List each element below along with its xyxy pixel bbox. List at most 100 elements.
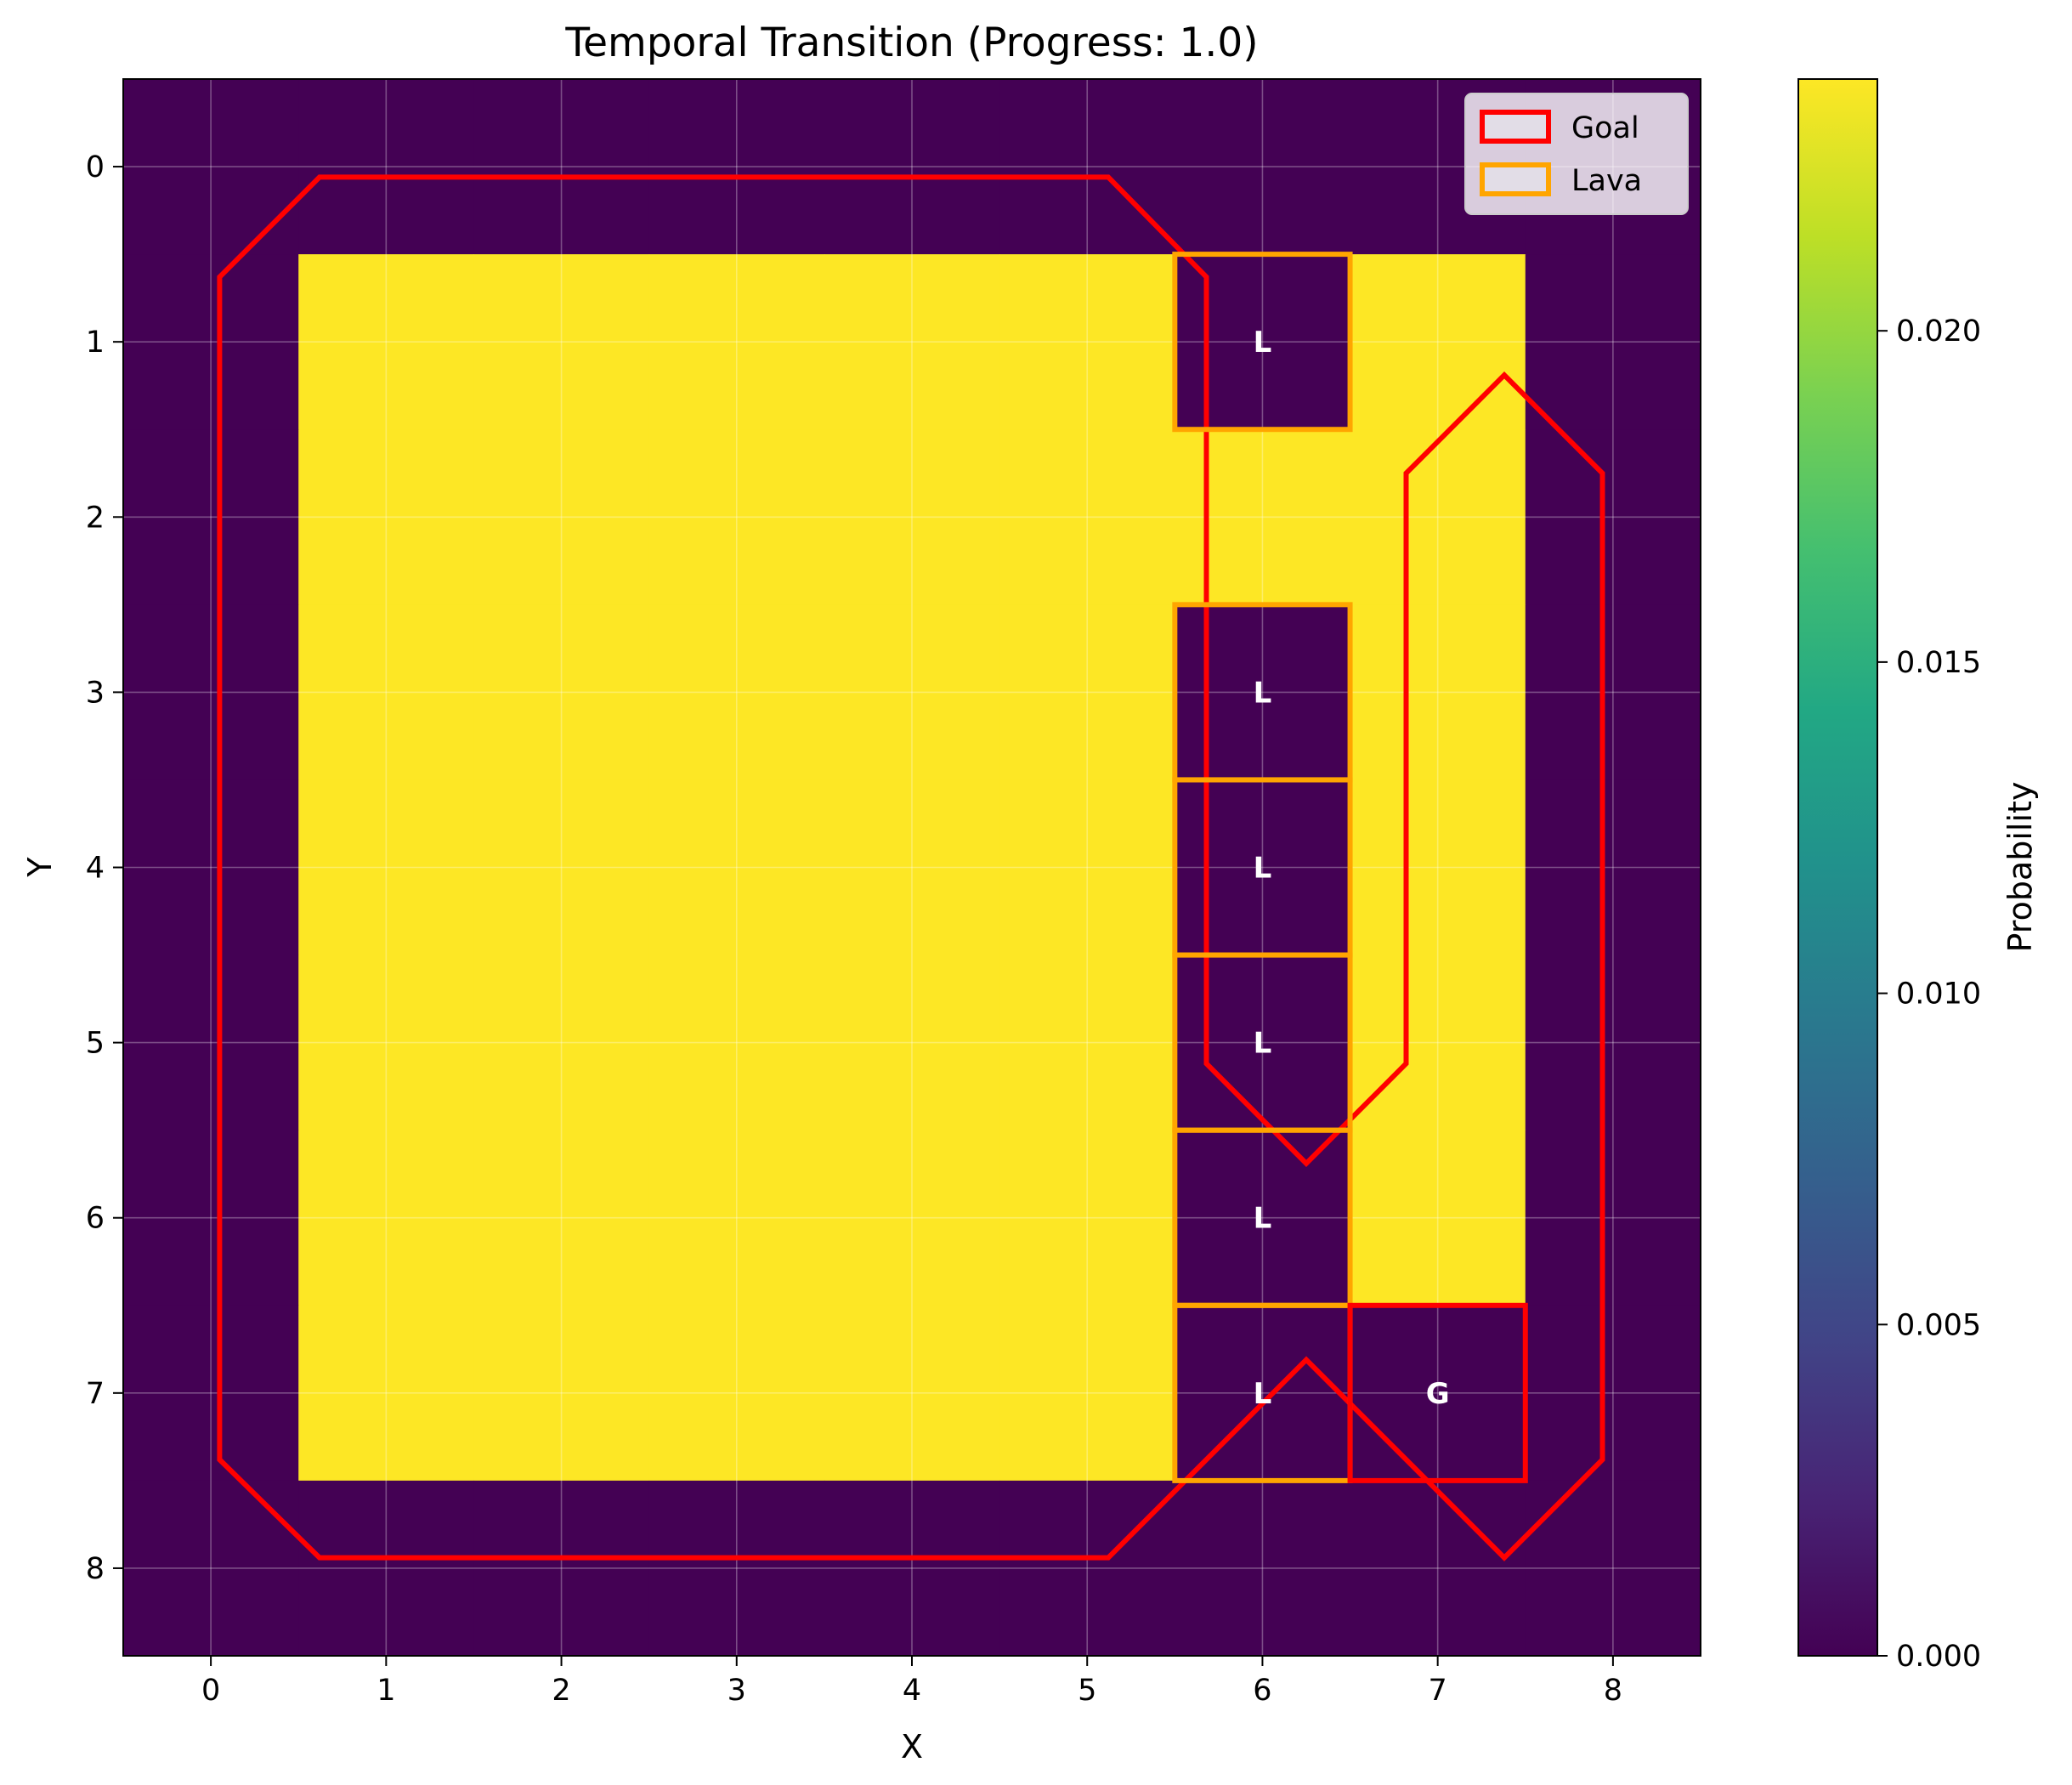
y-tick-label: 6 [86, 1202, 105, 1236]
y-tick-label: 4 [86, 852, 105, 886]
heatmap-cell [824, 955, 1000, 1131]
x-tick-label: 2 [552, 1674, 570, 1708]
goal-region-outline [217, 174, 1605, 1561]
y-tick-label: 3 [86, 676, 105, 710]
heatmap-cell [298, 1305, 475, 1482]
heatmap-cell [824, 604, 1000, 781]
lava-cell-label: L [1254, 326, 1272, 360]
heatmap-cell [1350, 254, 1526, 430]
heatmap-cell [999, 79, 1175, 255]
heatmap-cell [824, 1480, 1000, 1657]
heatmap-cell [648, 604, 825, 781]
goal-cell-outline [1347, 1302, 1528, 1483]
heatmap-cell [648, 1130, 825, 1306]
heatmap-cell [999, 779, 1175, 956]
heatmap-cell [298, 1130, 475, 1306]
legend-swatch-lava [1480, 162, 1551, 196]
heatmap-cell [123, 429, 299, 605]
lava-cell-label: L [1254, 1027, 1272, 1061]
lava-cell-outline [1172, 252, 1353, 433]
heatmap-cell [1350, 1305, 1526, 1482]
x-tick-label: 3 [727, 1674, 746, 1708]
colorbar-label: Probability [2001, 782, 2039, 953]
heatmap-cell [648, 79, 825, 255]
y-axis-label: Y [21, 857, 59, 878]
x-tick-label: 7 [1429, 1674, 1447, 1708]
legend-label-lava: Lava [1571, 164, 1642, 198]
heatmap-cell [824, 79, 1000, 255]
heatmap-cell [1525, 254, 1701, 430]
lava-cell-label: L [1254, 1202, 1272, 1236]
heatmap-cell [648, 1480, 825, 1657]
heatmap-cell [473, 1480, 650, 1657]
heatmap-cell [298, 955, 475, 1131]
heatmap-cell [824, 429, 1000, 605]
goal-cell-label: G [1426, 1377, 1450, 1411]
heatmap-cell [1525, 604, 1701, 781]
heatmap-cells [123, 79, 1701, 1657]
cell-labels: L L L L L L G [1254, 326, 1450, 1411]
x-tick-label: 0 [201, 1674, 220, 1708]
heatmap-cell [1525, 1130, 1701, 1306]
heatmap-cell [648, 779, 825, 956]
heatmap-cell [1350, 955, 1526, 1131]
y-axis-ticks: 0 1 2 3 4 5 6 7 8 [86, 150, 123, 1586]
heatmap-cell [999, 955, 1175, 1131]
heatmap-cell [1175, 1305, 1351, 1482]
colorbar-tick-label: 0.015 [1896, 646, 1981, 680]
heatmap-cell [1350, 1130, 1526, 1306]
heatmap-cell [123, 1130, 299, 1306]
heatmap-cell [123, 955, 299, 1131]
heatmap-cell [648, 1305, 825, 1482]
y-tick-label: 5 [86, 1027, 105, 1061]
x-axis-ticks: 0 1 2 3 4 5 6 7 8 [201, 1656, 1622, 1708]
grid-lines [123, 79, 1701, 1656]
heatmap-cell [298, 429, 475, 605]
legend-swatch-goal [1480, 110, 1551, 144]
heatmap-cell [473, 955, 650, 1131]
heatmap-cell [1175, 1480, 1351, 1657]
heatmap-cell [1525, 779, 1701, 956]
heatmap-cell [123, 254, 299, 430]
heatmap-cell [123, 779, 299, 956]
heatmap-cell [123, 604, 299, 781]
heatmap-cell [1525, 429, 1701, 605]
y-tick-label: 8 [86, 1552, 105, 1586]
heatmap-cell [473, 604, 650, 781]
heatmap-cell [1175, 79, 1351, 255]
goal-region-layer [217, 174, 1605, 1561]
colorbar-tick-label: 0.010 [1896, 978, 1981, 1012]
lava-cell-label: L [1254, 852, 1272, 886]
y-tick-label: 1 [86, 326, 105, 360]
heatmap-cell [824, 1130, 1000, 1306]
heatmap-cell [473, 429, 650, 605]
heatmap-cell [298, 604, 475, 781]
heatmap-cell [1525, 955, 1701, 1131]
heatmap-cell [298, 254, 475, 430]
heatmap-cell [999, 604, 1175, 781]
heatmap-cell [473, 254, 650, 430]
heatmap-cell [298, 779, 475, 956]
heatmap-cell [473, 1130, 650, 1306]
x-axis-label: X [901, 1728, 923, 1765]
x-tick-label: 5 [1078, 1674, 1096, 1708]
x-tick-label: 6 [1253, 1674, 1271, 1708]
heatmap-cell [1350, 779, 1526, 956]
colorbar-tick-label: 0.020 [1896, 314, 1981, 348]
heatmap-cell [999, 1305, 1175, 1482]
lava-cell-label: L [1254, 676, 1272, 710]
heatmap-cell [298, 79, 475, 255]
heatmap-cell [824, 779, 1000, 956]
heatmap-cell [473, 1305, 650, 1482]
heatmap-cell [298, 1480, 475, 1657]
chart-title: Temporal Transition (Progress: 1.0) [564, 20, 1258, 66]
colorbar [1797, 78, 1878, 1657]
heatmap-cell [1525, 1305, 1701, 1482]
colorbar-tick-label: 0.005 [1896, 1308, 1981, 1342]
colorbar-ticks: 0.000 0.005 0.010 0.015 0.020 [1877, 314, 1981, 1674]
y-tick-label: 0 [86, 150, 105, 184]
cell-outlines [1172, 252, 1528, 1483]
heatmap-cell [1350, 604, 1526, 781]
heatmap-cell [648, 955, 825, 1131]
